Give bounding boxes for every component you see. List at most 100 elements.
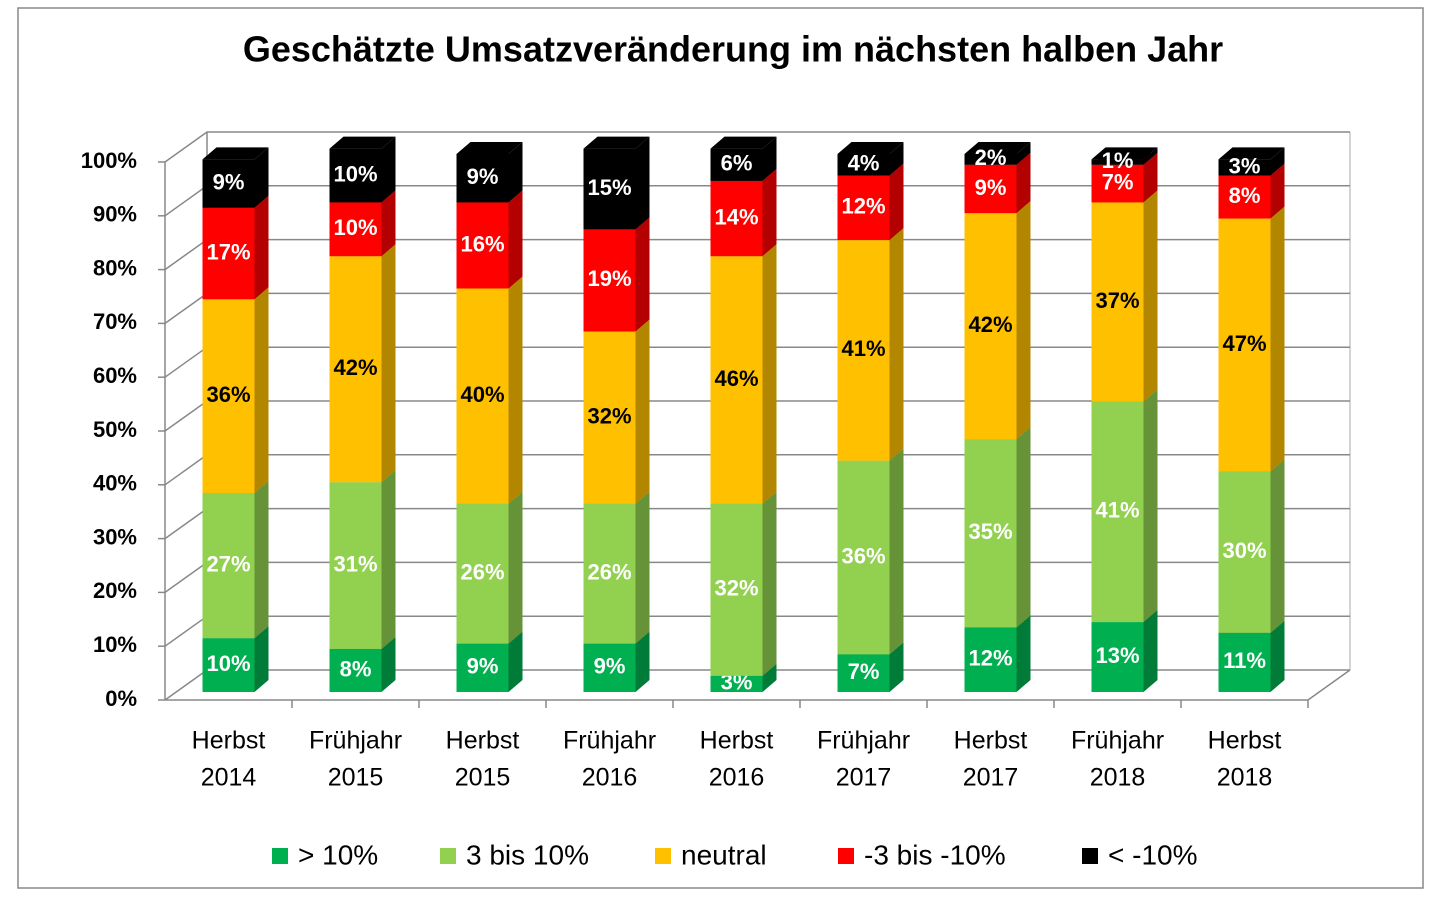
bar-front xyxy=(1091,401,1144,623)
bar-top xyxy=(329,136,396,149)
legend-label: < -10% xyxy=(1108,839,1198,870)
grid-line xyxy=(164,131,1350,163)
bar-front xyxy=(456,202,509,289)
data-label: 42% xyxy=(968,312,1012,337)
bar-top xyxy=(964,142,1031,154)
bar-front xyxy=(1091,159,1144,165)
bar-front xyxy=(837,654,890,692)
data-label: 30% xyxy=(1222,538,1266,563)
bar-front xyxy=(202,492,255,639)
legend-swatch xyxy=(1082,848,1098,864)
x-tick-label: 2016 xyxy=(582,764,638,792)
bar-front xyxy=(710,675,763,692)
bar-segment xyxy=(964,201,1031,440)
bar-segment xyxy=(837,448,904,655)
bar-side xyxy=(635,631,650,692)
data-label: 10% xyxy=(333,215,377,240)
bar-side xyxy=(889,163,904,241)
bar-front xyxy=(456,643,509,692)
data-label: 37% xyxy=(1095,288,1139,313)
x-tick-label: Herbst xyxy=(192,727,266,755)
bar-front xyxy=(1218,175,1271,219)
bar-side xyxy=(508,190,523,289)
bar-top xyxy=(583,136,650,149)
bar-side xyxy=(508,142,523,203)
y-tick-label: 40% xyxy=(93,471,137,496)
bar-front xyxy=(964,164,1017,214)
bar-front xyxy=(964,627,1017,692)
bar-side xyxy=(508,491,523,644)
data-label: 17% xyxy=(206,239,250,264)
data-label: 36% xyxy=(206,382,250,407)
bar-front xyxy=(1218,471,1271,633)
bar-side xyxy=(381,244,396,483)
x-tick-label: 2015 xyxy=(455,764,511,792)
y-tick-label: 10% xyxy=(93,632,137,657)
bar-segment xyxy=(329,470,396,649)
chart-title: Geschätzte Umsatzveränderung im nächsten… xyxy=(243,29,1223,70)
x-tick-label: Frühjahr xyxy=(1071,727,1164,755)
bar-side xyxy=(889,228,904,461)
bar-front xyxy=(710,503,763,676)
bar-side xyxy=(381,136,396,203)
data-label: 11% xyxy=(1223,648,1266,673)
bar-segment xyxy=(202,480,269,639)
data-label: 26% xyxy=(460,559,504,584)
y-tick-label: 30% xyxy=(93,524,137,549)
data-label: 8% xyxy=(1229,183,1261,208)
bar-side xyxy=(254,626,269,692)
bar-side xyxy=(381,470,396,649)
y-tick-label: 100% xyxy=(81,148,137,173)
bar-side xyxy=(1270,163,1285,219)
bar-segment xyxy=(837,642,904,692)
bar-front xyxy=(710,180,763,257)
data-label: 42% xyxy=(333,355,377,380)
x-tick-label: 2018 xyxy=(1217,764,1273,792)
bar-front xyxy=(329,482,382,649)
data-label: 9% xyxy=(594,654,626,679)
bar-side xyxy=(1143,147,1158,165)
data-label: 19% xyxy=(587,266,631,291)
data-label: 31% xyxy=(333,551,377,576)
bar-front xyxy=(1218,632,1271,692)
bar-front xyxy=(1091,622,1144,692)
bar-side xyxy=(1143,610,1158,692)
bar-side xyxy=(635,491,650,644)
data-label: 26% xyxy=(587,559,631,584)
data-label: 6% xyxy=(721,151,753,176)
data-label: 9% xyxy=(467,164,499,189)
bar-side xyxy=(1270,620,1285,692)
legend-label: 3 bis 10% xyxy=(466,839,589,870)
bar-side xyxy=(762,136,777,181)
bar-side xyxy=(1270,147,1285,176)
x-tick-label: 2014 xyxy=(201,764,257,792)
data-label: 13% xyxy=(1095,643,1139,668)
y-tick-label: 90% xyxy=(93,202,137,227)
bar-side xyxy=(381,190,396,257)
bar-front xyxy=(202,207,255,300)
bar-segment xyxy=(710,244,777,504)
bar-front xyxy=(329,202,382,257)
data-label: 41% xyxy=(1095,498,1139,523)
bar-side xyxy=(762,491,777,676)
x-tick-label: Herbst xyxy=(954,727,1028,755)
data-label: 4% xyxy=(848,151,880,176)
bar-side xyxy=(1143,389,1158,623)
bar-side xyxy=(1016,152,1031,214)
bar-top xyxy=(456,142,523,154)
x-tick-label: Frühjahr xyxy=(563,727,656,755)
data-label: 9% xyxy=(213,169,245,194)
data-label: 7% xyxy=(1102,169,1134,194)
bar-side xyxy=(635,136,650,230)
bar-front xyxy=(583,148,636,230)
legend-swatch xyxy=(655,848,671,864)
bar-side xyxy=(1143,152,1158,203)
bar-front xyxy=(329,648,382,692)
x-tick-label: Herbst xyxy=(700,727,774,755)
y-tick-label: 70% xyxy=(93,309,137,334)
data-label: 14% xyxy=(714,204,758,229)
bar-side xyxy=(1016,427,1031,628)
bar-side xyxy=(254,480,269,639)
bar-segment xyxy=(1218,147,1285,176)
bar-top xyxy=(837,142,904,154)
